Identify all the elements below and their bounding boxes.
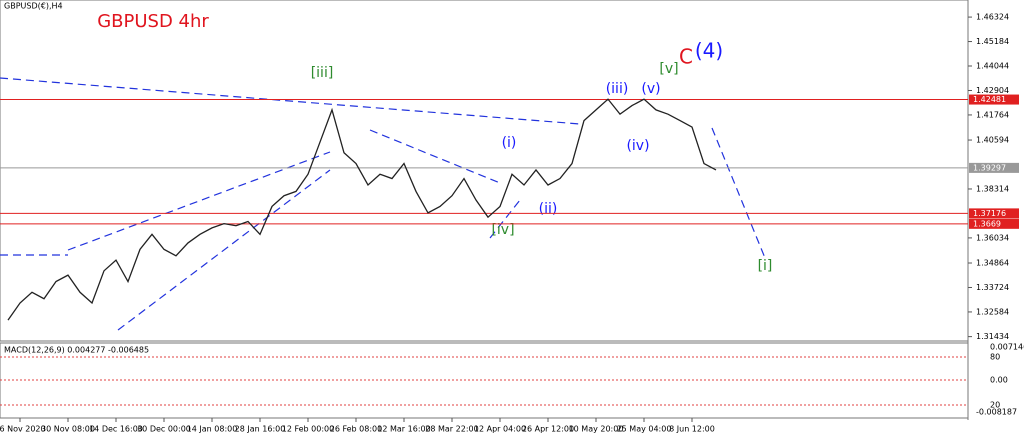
x-tick-label: 10 May 20:00 (569, 425, 624, 434)
y-tick-label: 1.38314 (976, 184, 1009, 193)
x-tick-label: 25 May 04:00 (617, 425, 672, 434)
wave-label: [iii] (311, 65, 334, 81)
macd-axis-label: 20 (990, 401, 1000, 410)
x-tick-label: 28 Jan 16:00 (235, 425, 286, 434)
y-tick-label: 1.36034 (976, 233, 1009, 242)
price-line (7, 98, 717, 321)
wave-label: (ii) (539, 201, 558, 217)
level-label: 1.39297 (973, 163, 1006, 172)
wave-label: [v] (659, 61, 678, 77)
y-tick-label: 1.44044 (976, 62, 1009, 71)
y-tick-label: 1.33724 (976, 283, 1009, 292)
y-tick-label: 1.41764 (976, 110, 1009, 119)
wave-label: (iii) (606, 81, 629, 97)
x-tick-label: 12 Mar 16:00 (377, 425, 430, 434)
y-tick-label: 1.46324 (976, 13, 1009, 22)
x-tick-label: 16 Nov 2020 (0, 425, 46, 434)
macd-axis-label: 0.007146 (990, 343, 1024, 352)
level-label: 1.3669 (973, 219, 1001, 228)
macd-axis-label: 80 (990, 353, 1000, 362)
macd-guides (0, 356, 968, 406)
level-tag (969, 218, 1019, 229)
x-tick-label: 8 Jun 12:00 (669, 425, 715, 434)
wave-label: (v) (641, 81, 660, 97)
level-label: 1.42481 (973, 95, 1006, 104)
trend-line (0, 77, 581, 125)
level-label: 1.37176 (973, 209, 1006, 218)
trend-line (489, 199, 521, 239)
trend-line (117, 169, 331, 331)
x-tick-label: 26 Apr 12:00 (522, 425, 574, 434)
wave-label: (i) (502, 135, 517, 151)
x-tick-label: 28 Mar 22:00 (425, 425, 478, 434)
x-tick-label: 14 Dec 16:00 (89, 425, 143, 434)
x-tick-label: 14 Jan 08:00 (187, 425, 238, 434)
trend-lines (0, 77, 766, 331)
y-tick-label: 1.32584 (976, 307, 1009, 316)
wave-label: (iv) (626, 138, 649, 154)
y-tick-label: 1.31434 (976, 332, 1009, 341)
level-tag (969, 208, 1019, 219)
x-tick-label: 30 Dec 00:00 (137, 425, 191, 434)
trend-line (67, 151, 331, 251)
main-panel (0, 0, 969, 342)
x-tick-label: 12 Apr 04:00 (474, 425, 526, 434)
y-tick-label: 1.45184 (976, 37, 1009, 46)
y-tick-label: 1.42904 (976, 86, 1009, 95)
wave-label: C (679, 45, 693, 69)
wave-label: [iv] (491, 222, 514, 238)
chart-title: GBPUSD 4hr (97, 11, 209, 32)
level-tag (969, 94, 1019, 105)
x-tick-label: 26 Feb 08:00 (330, 425, 382, 434)
macd-axis-label: 0.00 (990, 376, 1008, 385)
symbol-label: GBPUSD(€),H4 (4, 2, 63, 11)
level-tag (969, 162, 1019, 173)
macd-label: MACD(12,26,9) 0.004277 -0.006485 (4, 346, 149, 355)
trend-line (369, 129, 501, 184)
macd-axis-label: -0.008187 (976, 408, 1017, 417)
y-tick-label: 1.40594 (976, 136, 1009, 145)
wave-label: [i] (758, 258, 773, 274)
wave-label: (4) (695, 39, 723, 63)
trend-line (711, 127, 766, 259)
x-tick-label: 30 Nov 08:00 (41, 425, 95, 434)
y-tick-label: 1.34864 (976, 259, 1009, 268)
x-tick-label: 12 Feb 00:00 (282, 425, 334, 434)
